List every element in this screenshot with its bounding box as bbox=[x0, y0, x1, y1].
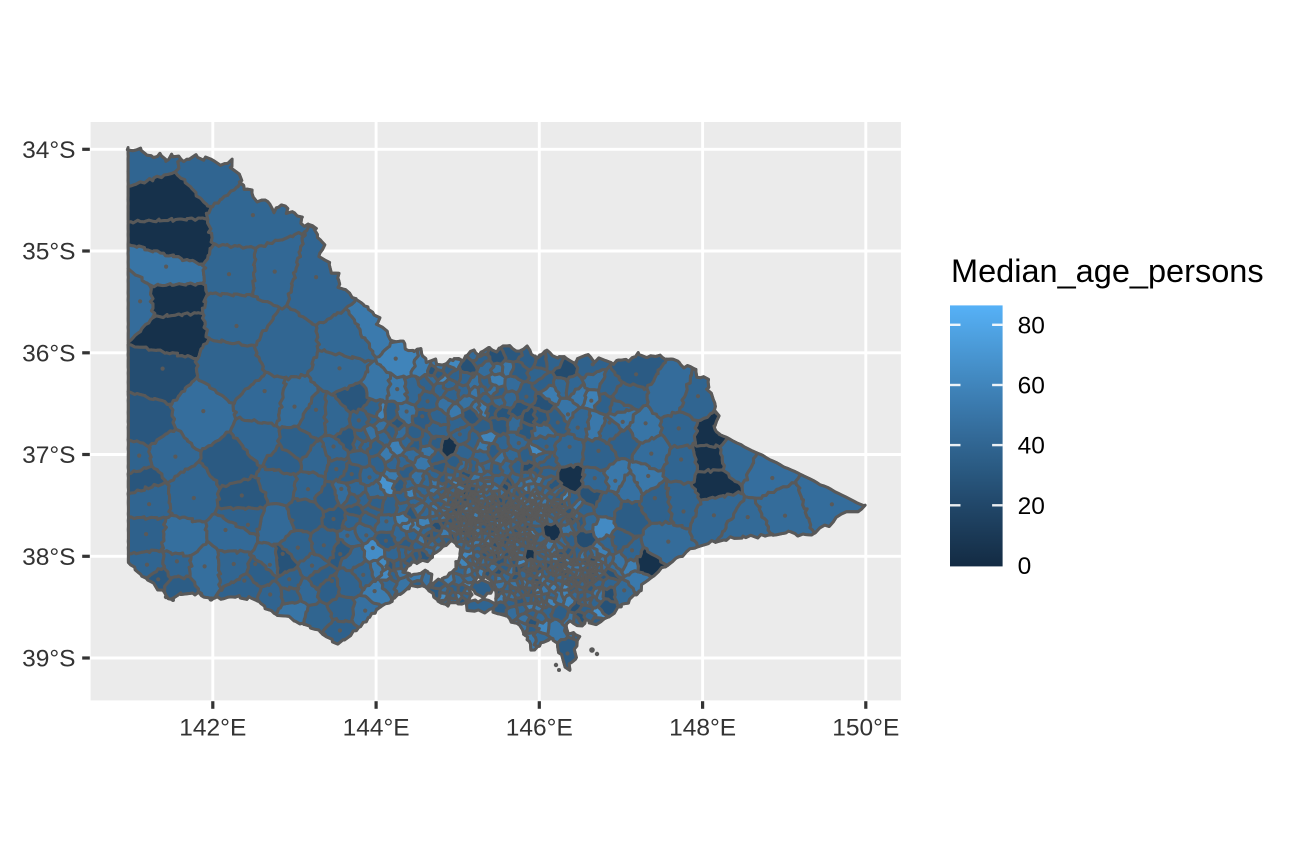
svg-text:144°E: 144°E bbox=[343, 715, 410, 742]
svg-text:142°E: 142°E bbox=[179, 715, 246, 742]
svg-text:146°E: 146°E bbox=[506, 715, 573, 742]
svg-text:20: 20 bbox=[1018, 493, 1045, 520]
svg-text:35°S: 35°S bbox=[22, 239, 75, 266]
svg-text:38°S: 38°S bbox=[22, 544, 75, 571]
svg-text:0: 0 bbox=[1018, 553, 1032, 580]
svg-text:36°S: 36°S bbox=[22, 340, 75, 367]
svg-text:148°E: 148°E bbox=[669, 715, 736, 742]
svg-text:37°S: 37°S bbox=[22, 442, 75, 469]
svg-text:Median_age_persons: Median_age_persons bbox=[951, 253, 1264, 289]
svg-text:34°S: 34°S bbox=[22, 137, 75, 164]
svg-text:80: 80 bbox=[1018, 312, 1045, 339]
svg-text:39°S: 39°S bbox=[22, 646, 75, 673]
svg-text:40: 40 bbox=[1018, 433, 1045, 460]
svg-text:150°E: 150°E bbox=[832, 715, 899, 742]
svg-text:60: 60 bbox=[1018, 373, 1045, 400]
